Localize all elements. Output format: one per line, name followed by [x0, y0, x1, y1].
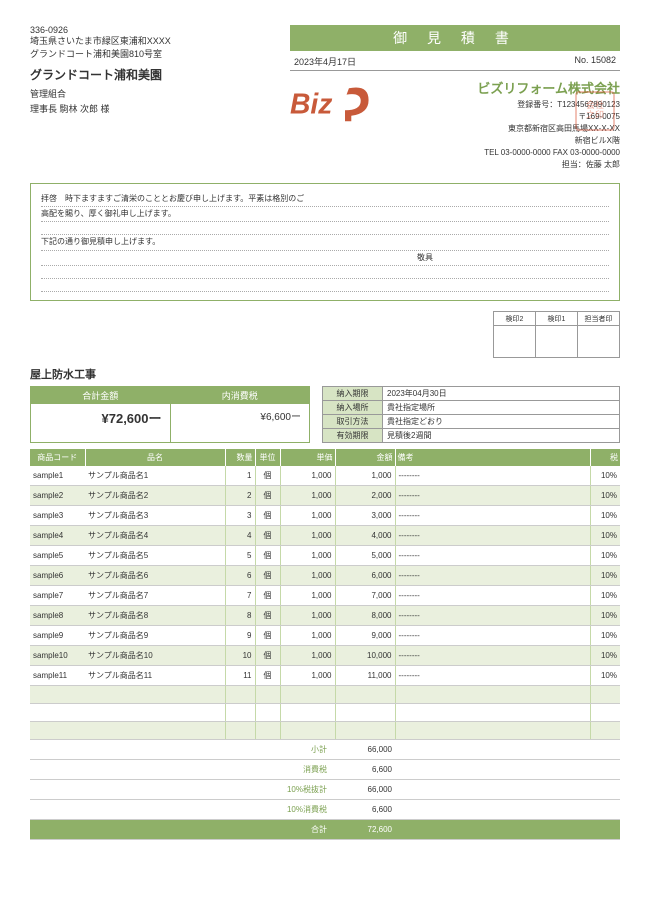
tax-total: ¥6,600ー [171, 404, 310, 427]
greeting-l3: 下記の通り御見積申し上げます。 [41, 235, 609, 250]
client-contact: 理事長 駒林 次郎 様 [30, 102, 290, 115]
client-addr2: グランドコート浦和美園810号室 [30, 48, 290, 61]
total-row: 合計72,600 [30, 820, 620, 840]
table-row: sample4サンプル商品名44個1,0004,000--------10% [30, 526, 620, 546]
table-row: sample2サンプル商品名22個1,0002,000--------10% [30, 486, 620, 506]
table-row: sample7サンプル商品名77個1,0007,000--------10% [30, 586, 620, 606]
items-table: 商品コード 品名 数量 単位 単価 金額 備考 税 sample1サンプル商品名… [30, 449, 620, 840]
totals-box: 合計金額 ¥72,600ー 内消費税 ¥6,600ー [30, 386, 310, 443]
client-name: グランドコート浦和美園 [30, 66, 290, 83]
section-title: 屋上防水工事 [30, 366, 620, 382]
stamp-box: 検印2検印1担当者印 [30, 311, 620, 358]
logo: Biz [290, 79, 410, 171]
table-row: sample5サンプル商品名55個1,0005,000--------10% [30, 546, 620, 566]
subtotal-row: 10%消費税6,600 [30, 800, 620, 820]
table-row: sample3サンプル商品名33個1,0003,000--------10% [30, 506, 620, 526]
greeting-l1: 拝啓 時下ますますご清栄のこととお慶び申し上げます。平素は格別のご [41, 192, 609, 207]
client-zip: 336-0926 [30, 25, 290, 35]
company-seal-icon: 会社之印 [575, 91, 615, 131]
company-bldg: 新宿ビルX階 [410, 135, 620, 147]
doc-title: 御 見 積 書 [290, 25, 620, 51]
greeting-closing: 敬具 [41, 251, 609, 266]
greeting-box: 拝啓 時下ますますご清栄のこととお慶び申し上げます。平素は格別のご 高配を賜り、… [30, 183, 620, 302]
table-row: sample9サンプル商品名99個1,0009,000--------10% [30, 626, 620, 646]
subtotal-row: 10%税抜計66,000 [30, 780, 620, 800]
subtotal-row: 小計66,000 [30, 740, 620, 760]
company-block: ビズリフォーム株式会社 登録番号：T1234567890123 〒169-007… [410, 79, 620, 171]
company-tel: TEL 03-0000-0000 FAX 03-0000-0000 [410, 147, 620, 159]
client-role: 管理組合 [30, 87, 290, 100]
table-row: sample1サンプル商品名11個1,0001,000--------10% [30, 466, 620, 486]
table-row: sample11サンプル商品名1111個1,00011,000--------1… [30, 666, 620, 686]
doc-date: 2023年4月17日 [294, 55, 356, 68]
delivery-box: 納入期限2023年04月30日 納入場所貴社指定場所 取引方法貴社指定どおり 有… [322, 386, 620, 443]
table-row: sample10サンプル商品名1010個1,00010,000--------1… [30, 646, 620, 666]
client-addr1: 埼玉県さいたま市緑区東浦和XXXX [30, 35, 290, 48]
subtotal-row: 消費税6,600 [30, 760, 620, 780]
doc-no: No. 15082 [574, 55, 616, 68]
greeting-l2: 高配を賜り、厚く御礼申し上げます。 [41, 207, 609, 222]
grand-total: ¥72,600ー [31, 404, 170, 431]
table-row: sample6サンプル商品名66個1,0006,000--------10% [30, 566, 620, 586]
company-rep: 担当：佐藤 太郎 [410, 159, 620, 171]
svg-text:Biz: Biz [290, 87, 332, 119]
table-row: sample8サンプル商品名88個1,0008,000--------10% [30, 606, 620, 626]
client-block: 336-0926 埼玉県さいたま市緑区東浦和XXXX グランドコート浦和美園81… [30, 25, 290, 171]
